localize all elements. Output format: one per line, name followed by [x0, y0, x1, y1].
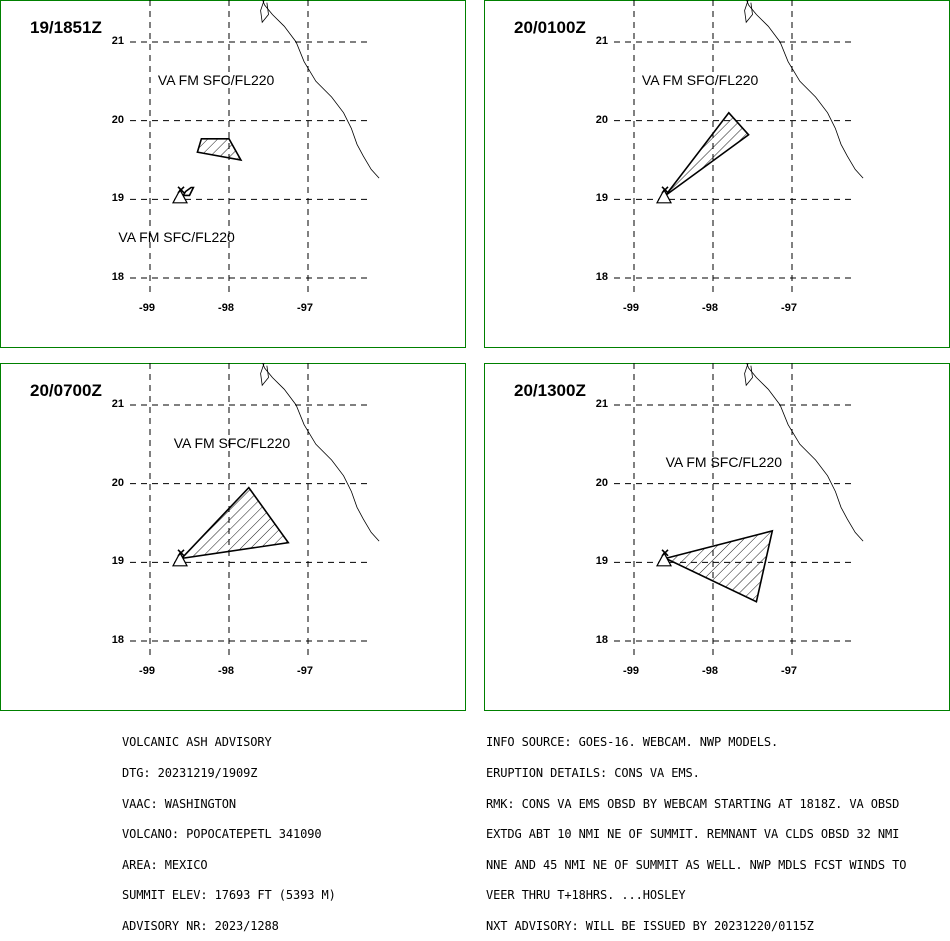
va-level-label: VA FM SFC/FL220: [641, 71, 759, 88]
longitude-tick-label: -98: [702, 302, 718, 314]
advisory-line: ERUPTION DETAILS: CONS VA EMS.: [486, 766, 700, 780]
forecast-panel-1: 19/1851Z VA FM SFC/FL220 VA FM SFC/FL220 2…: [0, 0, 466, 348]
volcano-triangle-icon: [655, 551, 673, 567]
lagoon-outline: [260, 363, 269, 387]
latitude-tick-label: 18: [111, 271, 124, 283]
panel-frame: [0, 363, 466, 711]
ash-cloud-polygon: [664, 111, 750, 197]
forecast-panel-2: 20/0100Z VA FM SFC/FL220 21 20 19 18 -99 -98 -9…: [484, 0, 950, 348]
panel-time: 19/1851Z: [30, 18, 102, 37]
latitude-tick-label: 19: [111, 555, 124, 568]
advisory-line: VOLCANIC ASH ADVISORY: [122, 735, 272, 750]
summit-mark-icon: [661, 549, 669, 557]
ash-cloud-polygon: [196, 138, 243, 162]
forecast-panel-4: 20/1300Z VA FM SFC/FL220 21 20 19 18 -99 -98 -9…: [484, 363, 950, 711]
ash-cloud-polygon: [179, 486, 290, 560]
latitude-tick-label: 20: [595, 476, 608, 489]
advisory-line: VOLCANO: POPOCATEPETL 341090: [122, 827, 322, 842]
longitude-tick-label: -99: [139, 302, 155, 314]
latitude-tick-label: 20: [111, 476, 124, 489]
coastline: [746, 0, 864, 179]
panel-time: 20/0100Z: [514, 18, 586, 37]
advisory-left-block: VOLCANIC ASH ADVISORY DTG: 20231219/1909…: [122, 717, 336, 941]
panel-frame: [484, 363, 950, 711]
map-svg: [484, 0, 950, 348]
volcano-triangle-icon: [171, 551, 189, 567]
advisory-line: NNE AND 45 NMI NE OF SUMMIT AS WELL. NWP…: [486, 857, 907, 872]
latitude-tick-label: 19: [111, 192, 124, 205]
latitude-tick-label: 18: [595, 271, 608, 283]
va-level-label: VA FM SFC/FL220: [665, 454, 783, 471]
va-level-label: VA FM SFC/FL220: [118, 229, 235, 246]
lagoon-outline: [744, 0, 753, 24]
panel-time: 20/0700Z: [30, 381, 102, 400]
advisory-line: NXT ADVISORY: WILL BE ISSUED BY 20231220…: [486, 918, 814, 933]
advisory-line: RMK: CONS VA EMS OBSD BY WEBCAM STARTING…: [486, 796, 900, 811]
longitude-tick-label: -97: [781, 302, 797, 314]
advisory-right-block: INFO SOURCE: GOES-16. WEBCAM. NWP MODELS…: [486, 717, 906, 941]
latitude-tick-label: 18: [111, 634, 124, 646]
summit-mark-icon: [177, 186, 185, 194]
volcano-triangle-icon: [171, 188, 189, 204]
advisory-line: DTG: 20231219/1909Z: [122, 766, 258, 780]
advisory-line: ADVISORY NR: 2023/1288: [122, 918, 279, 933]
va-level-label: VA FM SFC/FL220: [157, 71, 275, 88]
longitude-tick-label: -98: [702, 665, 718, 677]
lagoon-outline: [744, 363, 753, 387]
longitude-tick-label: -99: [623, 665, 639, 677]
coastline: [262, 0, 380, 179]
va-level-label: VA FM SFC/FL220: [173, 434, 291, 451]
advisory-line: EXTDG ABT 10 NMI NE OF SUMMIT. REMNANT V…: [486, 827, 900, 842]
longitude-tick-label: -99: [139, 665, 155, 677]
panel-frame: [0, 0, 466, 348]
longitude-tick-label: -98: [218, 665, 234, 677]
map-svg: [0, 363, 466, 711]
latitude-tick-label: 21: [111, 35, 124, 47]
advisory-line: VAAC: WASHINGTON: [122, 796, 236, 811]
summit-mark-icon: [177, 549, 185, 557]
longitude-tick-label: -99: [623, 302, 639, 314]
ash-cloud-polygon: [663, 529, 774, 603]
latitude-tick-label: 21: [111, 398, 124, 410]
advisory-line: VEER THRU T+18HRS. ...HOSLEY: [486, 888, 686, 903]
map-svg: [484, 363, 950, 711]
map-svg: [0, 0, 466, 348]
coastline: [262, 363, 380, 542]
summit-mark-icon: [661, 186, 669, 194]
longitude-tick-label: -97: [297, 302, 313, 314]
advisory-line: INFO SOURCE: GOES-16. WEBCAM. NWP MODELS…: [486, 735, 779, 750]
volcano-triangle-icon: [655, 188, 673, 204]
lagoon-outline: [260, 0, 269, 24]
latitude-tick-label: 18: [595, 634, 608, 646]
latitude-tick-label: 20: [111, 113, 124, 126]
latitude-tick-label: 19: [595, 555, 608, 568]
latitude-tick-label: 21: [595, 35, 608, 47]
panel-frame: [484, 0, 950, 348]
ash-cloud-polygon: [181, 186, 195, 197]
advisory-line: SUMMIT ELEV: 17693 FT (5393 M): [122, 888, 336, 903]
coastline: [746, 363, 864, 542]
forecast-panel-3: 20/0700Z VA FM SFC/FL220 21 20 19 18 -99 -98 -9…: [0, 363, 466, 711]
advisory-line: AREA: MEXICO: [122, 857, 208, 872]
latitude-tick-label: 19: [595, 192, 608, 205]
longitude-tick-label: -97: [781, 665, 797, 677]
longitude-tick-label: -97: [297, 665, 313, 677]
latitude-tick-label: 21: [595, 398, 608, 410]
longitude-tick-label: -98: [218, 302, 234, 314]
latitude-tick-label: 20: [595, 113, 608, 126]
panel-time: 20/1300Z: [514, 381, 586, 400]
